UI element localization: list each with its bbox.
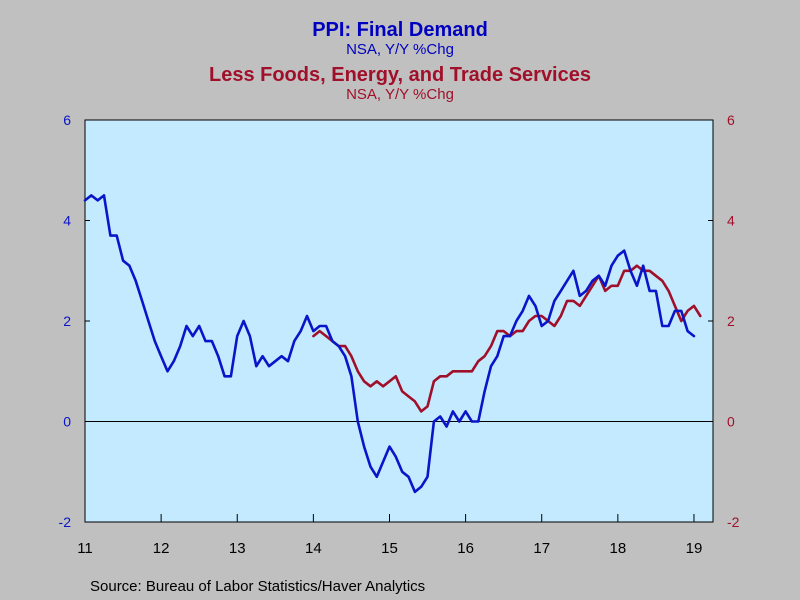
right-y-tick-label: 2 — [727, 313, 735, 329]
left-y-tick-label: -2 — [59, 514, 72, 530]
axis-labels: -2 0 2 4 6 -2 0 2 4 6 11 12 13 14 15 16 17 18 19 — [59, 112, 740, 557]
right-y-tick-label: 4 — [727, 213, 735, 229]
chart-title-line2: Less Foods, Energy, and Trade Services — [208, 64, 591, 86]
right-y-tick-label: 0 — [727, 414, 735, 430]
right-y-tick-label: -2 — [727, 514, 740, 530]
left-y-tick-label: 4 — [63, 213, 71, 229]
plot-area — [84, 119, 714, 523]
x-tick-label: 11 — [77, 540, 93, 557]
left-y-tick-label: 0 — [63, 414, 71, 430]
series-layer — [83, 194, 702, 494]
series-less-foods-energy-trade — [312, 264, 702, 413]
x-tick-label: 15 — [381, 540, 398, 557]
left-y-tick-label: 2 — [63, 313, 71, 329]
chart-subtitle-line2: NSA, Y/Y %Chg — [346, 86, 454, 103]
source-note: Source: Bureau of Labor Statistics/Haver… — [90, 578, 426, 595]
left-y-tick-label: 6 — [63, 112, 71, 128]
x-tick-label: 19 — [686, 540, 703, 557]
x-tick-label: 13 — [229, 540, 246, 557]
chart-title-line1: PPI: Final Demand — [312, 19, 488, 41]
x-tick-label: 18 — [610, 540, 627, 557]
chart-subtitle-line1: NSA, Y/Y %Chg — [346, 41, 454, 58]
x-tick-label: 16 — [457, 540, 474, 557]
series-ppi-final-demand — [83, 194, 696, 494]
x-tick-label: 14 — [305, 540, 322, 557]
x-tick-label: 17 — [533, 540, 550, 557]
right-y-tick-label: 6 — [727, 112, 735, 128]
x-tick-label: 12 — [153, 540, 170, 557]
